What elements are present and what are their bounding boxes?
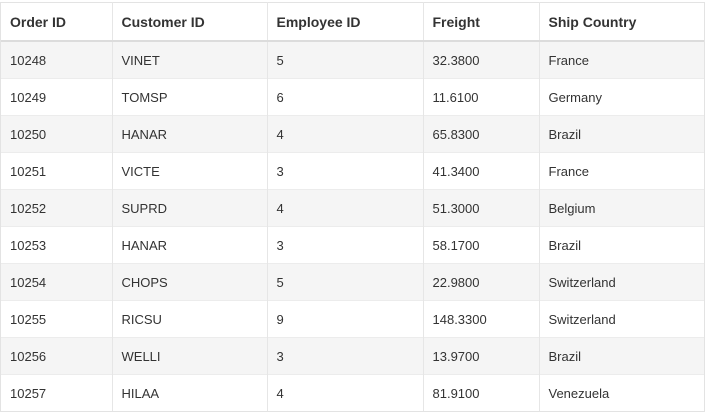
cell-customer-id[interactable]: HANAR (112, 115, 268, 153)
cell-order-id[interactable]: 10252 (1, 189, 113, 227)
grid-body: 10248 VINET 5 32.3800 France 10249 TOMSP… (1, 40, 704, 411)
cell-freight[interactable]: 32.3800 (423, 40, 540, 79)
cell-ship-country[interactable]: France (539, 40, 704, 79)
cell-freight[interactable]: 65.8300 (423, 115, 540, 153)
cell-customer-id[interactable]: WELLI (112, 337, 268, 375)
cell-employee-id[interactable]: 5 (267, 263, 424, 301)
cell-freight[interactable]: 58.1700 (423, 226, 540, 264)
cell-employee-id[interactable]: 3 (267, 152, 424, 190)
cell-freight[interactable]: 41.3400 (423, 152, 540, 190)
cell-customer-id[interactable]: TOMSP (112, 78, 268, 116)
cell-customer-id[interactable]: SUPRD (112, 189, 268, 227)
table-row[interactable]: 10257 HILAA 4 81.9100 Venezuela (1, 374, 704, 411)
cell-freight[interactable]: 13.9700 (423, 337, 540, 375)
cell-freight[interactable]: 148.3300 (423, 300, 540, 338)
column-header-order-id[interactable]: Order ID (1, 2, 113, 42)
cell-ship-country[interactable]: Brazil (539, 337, 704, 375)
cell-order-id[interactable]: 10257 (1, 374, 113, 411)
orders-grid: Order ID Customer ID Employee ID Freight… (0, 2, 705, 412)
table-row[interactable]: 10254 CHOPS 5 22.9800 Switzerland (1, 263, 704, 301)
cell-ship-country[interactable]: Brazil (539, 226, 704, 264)
cell-employee-id[interactable]: 3 (267, 337, 424, 375)
cell-ship-country[interactable]: France (539, 152, 704, 190)
cell-ship-country[interactable]: Belgium (539, 189, 704, 227)
cell-freight[interactable]: 22.9800 (423, 263, 540, 301)
table-row[interactable]: 10253 HANAR 3 58.1700 Brazil (1, 226, 704, 264)
cell-employee-id[interactable]: 4 (267, 115, 424, 153)
cell-order-id[interactable]: 10253 (1, 226, 113, 264)
cell-ship-country[interactable]: Switzerland (539, 263, 704, 301)
cell-ship-country[interactable]: Switzerland (539, 300, 704, 338)
cell-employee-id[interactable]: 4 (267, 189, 424, 227)
table-row[interactable]: 10248 VINET 5 32.3800 France (1, 40, 704, 79)
column-header-employee-id[interactable]: Employee ID (267, 2, 424, 42)
cell-order-id[interactable]: 10249 (1, 78, 113, 116)
cell-ship-country[interactable]: Germany (539, 78, 704, 116)
cell-freight[interactable]: 11.6100 (423, 78, 540, 116)
cell-order-id[interactable]: 10255 (1, 300, 113, 338)
cell-employee-id[interactable]: 5 (267, 40, 424, 79)
cell-customer-id[interactable]: CHOPS (112, 263, 268, 301)
grid-header: Order ID Customer ID Employee ID Freight… (1, 2, 704, 42)
cell-freight[interactable]: 51.3000 (423, 189, 540, 227)
orders-table: Order ID Customer ID Employee ID Freight… (1, 2, 704, 411)
cell-order-id[interactable]: 10248 (1, 40, 113, 79)
cell-employee-id[interactable]: 4 (267, 374, 424, 411)
column-header-freight[interactable]: Freight (423, 2, 540, 42)
table-row[interactable]: 10256 WELLI 3 13.9700 Brazil (1, 337, 704, 375)
cell-customer-id[interactable]: VICTE (112, 152, 268, 190)
cell-employee-id[interactable]: 6 (267, 78, 424, 116)
header-row: Order ID Customer ID Employee ID Freight… (1, 2, 704, 42)
cell-order-id[interactable]: 10251 (1, 152, 113, 190)
cell-order-id[interactable]: 10250 (1, 115, 113, 153)
column-header-customer-id[interactable]: Customer ID (112, 2, 268, 42)
cell-freight[interactable]: 81.9100 (423, 374, 540, 411)
table-row[interactable]: 10250 HANAR 4 65.8300 Brazil (1, 115, 704, 153)
cell-ship-country[interactable]: Venezuela (539, 374, 704, 411)
cell-employee-id[interactable]: 3 (267, 226, 424, 264)
cell-order-id[interactable]: 10256 (1, 337, 113, 375)
table-row[interactable]: 10252 SUPRD 4 51.3000 Belgium (1, 189, 704, 227)
cell-customer-id[interactable]: HANAR (112, 226, 268, 264)
table-row[interactable]: 10251 VICTE 3 41.3400 France (1, 152, 704, 190)
cell-customer-id[interactable]: RICSU (112, 300, 268, 338)
cell-customer-id[interactable]: HILAA (112, 374, 268, 411)
cell-order-id[interactable]: 10254 (1, 263, 113, 301)
cell-employee-id[interactable]: 9 (267, 300, 424, 338)
table-row[interactable]: 10249 TOMSP 6 11.6100 Germany (1, 78, 704, 116)
cell-customer-id[interactable]: VINET (112, 40, 268, 79)
cell-ship-country[interactable]: Brazil (539, 115, 704, 153)
column-header-ship-country[interactable]: Ship Country (539, 2, 704, 42)
table-row[interactable]: 10255 RICSU 9 148.3300 Switzerland (1, 300, 704, 338)
